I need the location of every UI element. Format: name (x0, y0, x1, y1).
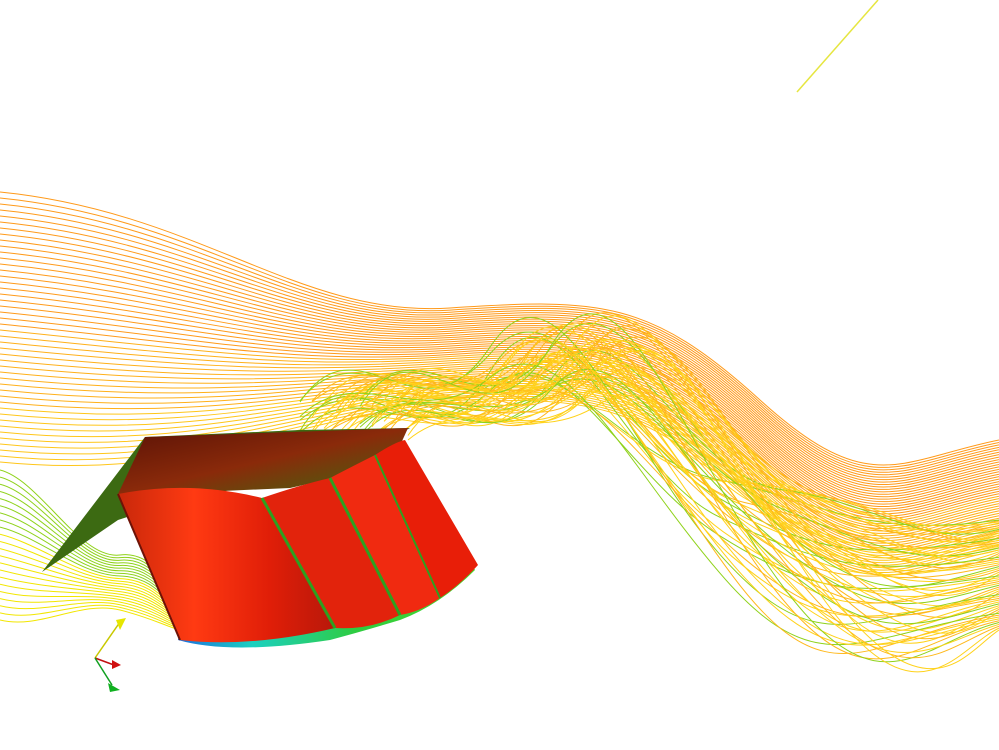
streamline-wake (347, 322, 999, 660)
streamline-upstream (0, 221, 999, 478)
streamline-upstream (0, 233, 999, 483)
wake-streamlines (299, 312, 999, 673)
streamline-upstream (0, 387, 999, 561)
body-lobe-4 (375, 440, 478, 598)
streamline-wake (311, 386, 999, 527)
streamline-wake (371, 349, 999, 631)
streamline-upstream (0, 269, 999, 498)
streamline-wake (299, 363, 999, 646)
streamline-wake (395, 340, 999, 673)
stray-streamline (796, 0, 879, 93)
axis-z-line (94, 657, 113, 686)
streamline-upstream (0, 227, 999, 481)
streamline-wake (335, 324, 999, 554)
body-lobe-3 (330, 455, 440, 615)
seam-3 (374, 454, 441, 599)
streamline-wake (383, 345, 999, 581)
streamline-wake (371, 339, 999, 583)
seam-1 (260, 497, 337, 629)
streamline-upstream (0, 323, 999, 520)
streamline-wake (383, 376, 999, 659)
streamline-upstream (0, 191, 999, 466)
streamline-upstream (0, 305, 999, 512)
streamline-wake (359, 368, 999, 625)
streamline-wake (311, 340, 999, 655)
streamline-upstream (0, 209, 999, 473)
streamline-upstream (0, 368, 999, 539)
streamline-upstream (0, 197, 999, 468)
streamline-wake (359, 373, 999, 557)
streamline-wake (383, 360, 999, 610)
streamline-wake (371, 391, 999, 653)
axis-triad[interactable] (94, 618, 126, 692)
streamline-upstream (0, 391, 999, 566)
axis-z-arrow (108, 683, 120, 692)
streamline-wake (323, 359, 999, 646)
streamline-wake (395, 370, 999, 607)
seam-left (117, 493, 181, 641)
axis-y-arrow (116, 618, 126, 630)
streamline-upstream (0, 287, 999, 505)
streamline-upstream (0, 245, 999, 488)
upstream-streamlines (0, 191, 999, 576)
streamline-upstream (0, 203, 999, 471)
streamline-upstream (0, 389, 999, 564)
axis-x-line (94, 657, 115, 666)
bluff-body (42, 428, 478, 648)
streamline-upstream (0, 353, 999, 532)
axis-y-line (94, 621, 121, 659)
streamline-wake (395, 383, 999, 541)
streamline-upstream (0, 275, 999, 500)
seam-2 (328, 477, 402, 616)
streamline-upstream (0, 382, 999, 556)
body-lobe-1 (118, 487, 335, 643)
axis-x-arrow (112, 660, 121, 669)
streamline-upstream (0, 251, 999, 490)
streamline-wake (407, 346, 999, 670)
body-lobe-2 (262, 478, 400, 629)
streamline-wake (335, 378, 999, 572)
streamline-upstream (0, 263, 999, 495)
